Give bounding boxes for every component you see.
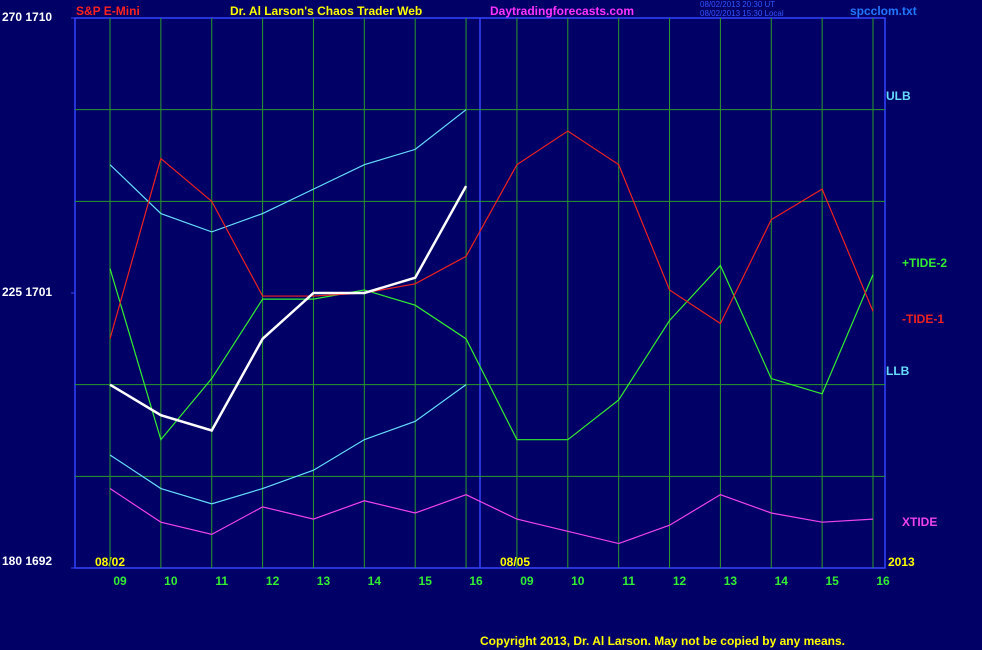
x-tick-label: 13 xyxy=(317,574,331,588)
legend-label: XTIDE xyxy=(902,515,937,529)
timestamp: 08/02/2013 15:30 Local xyxy=(700,9,784,18)
x-tick-label: 10 xyxy=(164,574,178,588)
legend-label: -TIDE-1 xyxy=(902,312,944,326)
copyright: Copyright 2013, Dr. Al Larson. May not b… xyxy=(480,634,845,648)
website: Daytradingforecasts.com xyxy=(490,4,634,18)
series-line xyxy=(109,185,468,432)
date-label: 2013 xyxy=(888,555,915,569)
series-line xyxy=(109,384,467,505)
x-tick-label: 16 xyxy=(469,574,483,588)
timestamp: 08/02/2013 20:30 UT xyxy=(700,0,775,9)
y-tick-label: 180 1692 xyxy=(2,554,52,568)
series-line xyxy=(109,488,874,545)
file-name: spcclom.txt xyxy=(850,4,917,18)
x-tick-label: 11 xyxy=(215,574,228,588)
x-tick-label: 16 xyxy=(876,574,890,588)
y-tick-label: 225 1701 xyxy=(2,285,52,299)
x-tick-label: 11 xyxy=(622,574,635,588)
series-line xyxy=(109,130,874,339)
x-tick-label: 12 xyxy=(266,574,280,588)
y-tick-label: 270 1710 xyxy=(2,10,52,24)
legend-label: LLB xyxy=(886,364,910,378)
x-tick-label: 09 xyxy=(520,574,534,588)
x-tick-label: 14 xyxy=(368,574,382,588)
x-tick-label: 12 xyxy=(673,574,687,588)
date-label: 08/05 xyxy=(500,555,530,569)
series-line xyxy=(109,264,874,441)
symbol: S&P E-Mini xyxy=(76,4,140,18)
chart-title: Dr. Al Larson's Chaos Trader Web xyxy=(230,4,422,18)
legend-label: ULB xyxy=(886,89,911,103)
x-tick-label: 10 xyxy=(571,574,585,588)
x-tick-label: 15 xyxy=(825,574,839,588)
series-line xyxy=(109,109,467,233)
x-tick-label: 15 xyxy=(419,574,433,588)
legend-label: +TIDE-2 xyxy=(902,256,947,270)
x-tick-label: 13 xyxy=(724,574,738,588)
x-tick-label: 09 xyxy=(113,574,127,588)
x-tick-label: 14 xyxy=(775,574,789,588)
